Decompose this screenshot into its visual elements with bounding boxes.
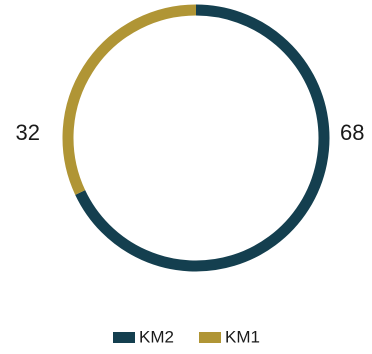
slice-km1 — [62, 4, 197, 195]
donut-slices — [62, 4, 330, 272]
legend-swatch-km1 — [199, 332, 221, 343]
data-label-km2: 68 — [340, 120, 364, 145]
slice-km2 — [75, 4, 330, 272]
legend-label-km2: KM2 — [139, 327, 174, 346]
legend-item-km2: KM2 — [113, 327, 174, 346]
data-labels: 68 32 — [16, 120, 365, 145]
legend-item-km1: KM1 — [199, 327, 260, 346]
legend: KM2 KM1 — [113, 327, 260, 346]
legend-label-km1: KM1 — [225, 327, 260, 346]
legend-swatch-km2 — [113, 332, 135, 343]
data-label-km1: 32 — [16, 120, 40, 145]
